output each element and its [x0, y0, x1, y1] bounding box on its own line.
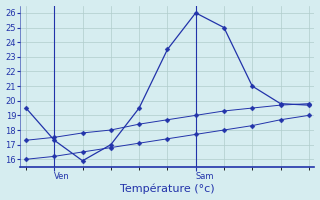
X-axis label: Température (°c): Température (°c) [120, 184, 215, 194]
